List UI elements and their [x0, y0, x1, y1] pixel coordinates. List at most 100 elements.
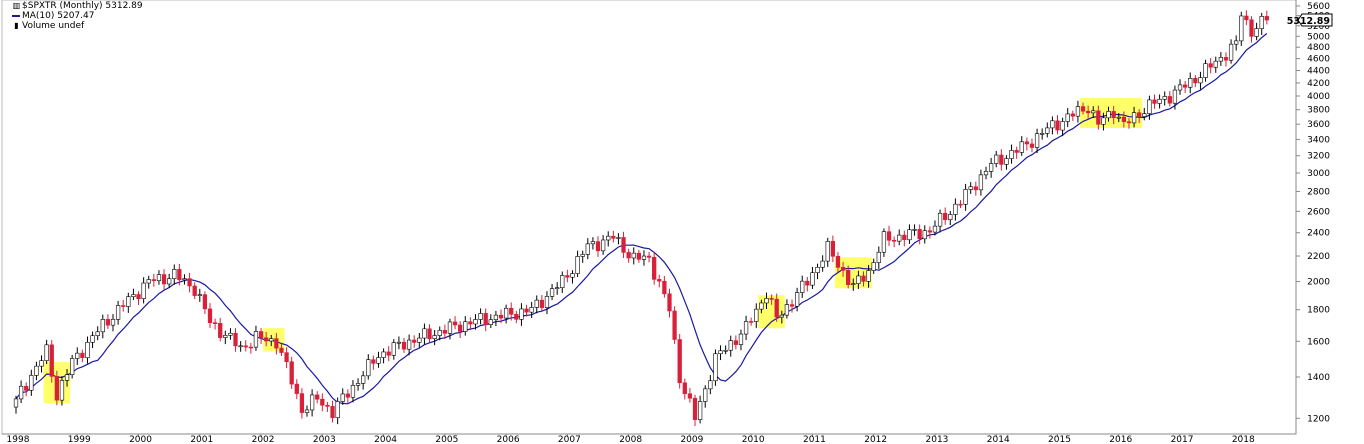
candle — [519, 303, 524, 326]
y-tick-label: 3800 — [1307, 106, 1330, 116]
candle-body — [223, 335, 228, 338]
candle-body — [1116, 116, 1121, 119]
y-tick-label: 5600 — [1307, 2, 1330, 12]
candle-body — [529, 307, 534, 313]
x-tick-label: 2015 — [1048, 435, 1071, 444]
candle — [902, 230, 907, 247]
candle — [442, 324, 447, 339]
candle-body — [1147, 99, 1152, 114]
candle-body — [452, 321, 458, 326]
candle-body — [304, 409, 310, 413]
candle-body — [1172, 89, 1178, 104]
candle-body — [866, 270, 871, 282]
candle-body — [192, 285, 197, 296]
candle-body — [1254, 28, 1259, 37]
candle — [177, 263, 182, 286]
candle-body — [1182, 84, 1188, 88]
candle-body — [197, 294, 202, 296]
candle-body — [391, 342, 396, 356]
x-tick-label: 2013 — [926, 435, 949, 444]
candle — [999, 149, 1004, 171]
legend-title-row: ▥ $SPXTR (Monthly) 5312.89 — [12, 1, 143, 11]
candle — [1034, 128, 1040, 154]
candle-body — [922, 230, 927, 240]
candle — [652, 251, 657, 285]
candle-body — [1029, 143, 1035, 148]
candle — [891, 236, 897, 248]
candle — [1188, 72, 1193, 94]
candle-body — [126, 296, 131, 307]
legend-volume-row: ▮ Volume undef — [12, 21, 143, 31]
candle-body — [861, 275, 866, 282]
candle-body — [743, 321, 749, 335]
candle — [927, 226, 932, 239]
y-tick-label: 3400 — [1307, 136, 1330, 146]
y-tick-label: 2600 — [1307, 207, 1330, 217]
candle — [1121, 111, 1127, 128]
candle — [1228, 39, 1234, 64]
candle-body — [891, 239, 897, 242]
candle-body — [754, 308, 759, 322]
candle — [1193, 75, 1198, 88]
candle-body — [64, 374, 70, 381]
candle-body — [85, 341, 90, 359]
candle — [498, 309, 504, 324]
candle-body — [447, 321, 453, 334]
candle-body — [105, 319, 111, 326]
candle — [340, 388, 345, 405]
candle — [876, 246, 881, 270]
candle — [943, 207, 948, 225]
candle — [187, 272, 192, 293]
candle — [1096, 105, 1101, 130]
x-tick-label: 2016 — [1109, 435, 1132, 444]
candle-body — [835, 255, 841, 268]
x-tick-label: 2000 — [129, 435, 152, 444]
candle-body — [309, 394, 315, 411]
candle-icon: ▥ — [12, 1, 21, 10]
candle — [544, 291, 550, 315]
candle — [631, 247, 636, 265]
y-tick-label: 4000 — [1307, 92, 1330, 102]
candle — [774, 293, 779, 322]
candle — [585, 238, 590, 260]
candle — [708, 375, 713, 395]
candle — [697, 395, 703, 424]
candle-body — [968, 186, 973, 190]
candle — [151, 273, 156, 287]
candle — [871, 258, 876, 274]
candle-body — [570, 273, 575, 278]
candle-body — [973, 186, 978, 191]
candle — [606, 231, 611, 247]
legend-title: $SPXTR (Monthly) 5312.89 — [22, 1, 143, 11]
candle — [126, 292, 131, 313]
candle — [912, 224, 917, 236]
candle-body — [503, 307, 509, 319]
candle-body — [376, 357, 381, 364]
candle — [580, 250, 585, 263]
candle-body — [769, 298, 774, 300]
candle — [1244, 10, 1249, 26]
candle-body — [549, 288, 555, 297]
candle — [861, 271, 866, 287]
legend-ma-row: MA(10) 5207.47 — [12, 11, 143, 21]
candle-body — [519, 308, 524, 320]
candle — [1223, 52, 1229, 67]
candle-body — [141, 282, 146, 300]
candle-body — [386, 351, 391, 356]
candle-body — [631, 252, 636, 259]
candle-body — [830, 241, 835, 257]
candle — [1045, 122, 1050, 138]
candle-body — [723, 349, 728, 352]
candle — [1203, 59, 1208, 82]
candle-body — [662, 280, 667, 295]
candle-body — [493, 314, 499, 321]
candle — [121, 299, 126, 312]
y-tick-label: 1800 — [1307, 306, 1330, 316]
candle-body — [794, 292, 800, 307]
candle-body — [1239, 15, 1244, 42]
candle-body — [1126, 121, 1132, 124]
candle — [514, 310, 519, 324]
candle — [524, 304, 529, 317]
candle-body — [580, 254, 585, 257]
candle — [238, 341, 243, 352]
